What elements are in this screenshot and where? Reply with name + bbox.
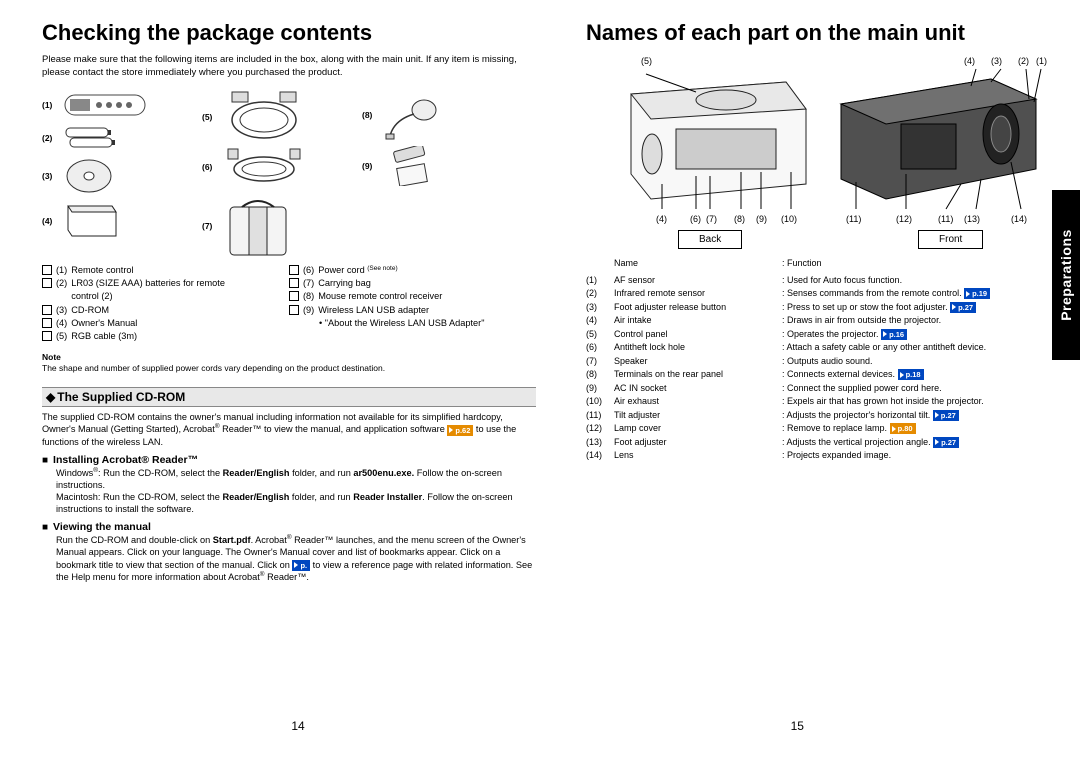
table-row: (2)Infrared remote sensor: Senses comman… — [586, 287, 1080, 301]
parts-table: Name : Function (1)AF sensor: Used for A… — [586, 257, 1080, 463]
fig-label-6: (6) — [202, 162, 218, 172]
fig-label-9: (9) — [362, 161, 378, 171]
note-body: The shape and number of supplied power c… — [42, 363, 536, 374]
checkbox-icon — [42, 305, 52, 315]
page-ref[interactable]: p.27 — [933, 437, 959, 448]
cdrom-icon — [64, 156, 114, 196]
item-6-text: Power cord (See note) — [318, 264, 397, 277]
projector-back-icon — [606, 64, 816, 214]
table-row: (1)AF sensor: Used for Auto focus functi… — [586, 274, 1080, 288]
section-cdrom: The Supplied CD-ROM — [42, 387, 536, 407]
checkbox-icon — [289, 291, 299, 301]
cdrom-supplied-text: The supplied CD-ROM contains the owner's… — [42, 411, 536, 447]
mouse-receiver-icon — [384, 90, 444, 140]
table-row: (8)Terminals on the rear panel: Connects… — [586, 368, 1080, 382]
rgb-cable-icon — [224, 90, 304, 145]
table-row: (12)Lamp cover: Remove to replace lamp. … — [586, 422, 1080, 436]
page-ref-62[interactable]: p.62 — [447, 425, 473, 436]
carrying-bag-icon — [224, 193, 292, 259]
fig-label-7: (7) — [202, 221, 218, 231]
view-text: Run the CD-ROM and double-click on Start… — [56, 534, 536, 583]
checkbox-icon — [42, 278, 52, 288]
table-row: (7)Speaker: Outputs audio sound. — [586, 355, 1080, 369]
fig-label-8: (8) — [362, 110, 378, 120]
page-ref-p[interactable]: p. — [292, 560, 310, 571]
page-ref[interactable]: p.16 — [881, 329, 907, 340]
table-row: (4)Air intake: Draws in air from outside… — [586, 314, 1080, 328]
page-number-right: 15 — [791, 719, 804, 733]
note-heading: Note — [42, 352, 536, 362]
table-row: (11)Tilt adjuster: Adjusts the projector… — [586, 409, 1080, 423]
fig-label-5: (5) — [202, 112, 218, 122]
remote-control-icon — [64, 90, 154, 120]
page-ref[interactable]: p.19 — [964, 288, 990, 299]
table-row: (3)Foot adjuster release button: Press t… — [586, 301, 1080, 315]
install-text: Windows®: Run the CD-ROM, select the Rea… — [56, 467, 536, 516]
intro-text: Please make sure that the following item… — [42, 54, 536, 80]
heading-view: Viewing the manual — [42, 521, 536, 533]
item-2-text: LR03 (SIZE AAA) batteries for remotecont… — [71, 277, 225, 304]
batteries-icon — [64, 126, 124, 150]
fig-label-1: (1) — [42, 100, 58, 110]
checkbox-icon — [289, 278, 299, 288]
package-items-figure: (1) (2) (3) (4) (5) (6) — [42, 90, 536, 260]
page-spread: Checking the package contents Please mak… — [0, 0, 1080, 763]
table-row: (13)Foot adjuster: Adjusts the vertical … — [586, 436, 1080, 450]
checkbox-icon — [42, 331, 52, 341]
page-15: Names of each part on the main unit — [566, 20, 1080, 733]
checkbox-icon — [289, 265, 299, 275]
page-ref[interactable]: p.80 — [890, 423, 916, 434]
page-title-right: Names of each part on the main unit — [586, 20, 1080, 46]
table-row: (14)Lens: Projects expanded image. — [586, 449, 1080, 463]
page-number-left: 14 — [291, 719, 304, 733]
label-back: Back — [678, 230, 742, 249]
fig-label-4: (4) — [42, 216, 58, 226]
page-title-left: Checking the package contents — [42, 20, 536, 46]
fig-label-2: (2) — [42, 133, 58, 143]
checkbox-icon — [289, 305, 299, 315]
projector-front-icon — [831, 64, 1051, 214]
manual-icon — [64, 202, 119, 240]
main-unit-figure: (5) (4) (3) (2) (1) (4) (6) (7) (8) (9) … — [586, 54, 1080, 249]
page-ref[interactable]: p.18 — [898, 369, 924, 380]
th-func: : Function — [782, 257, 1080, 271]
table-row: (6)Antitheft lock hole: Attach a safety … — [586, 341, 1080, 355]
page-ref[interactable]: p.27 — [950, 302, 976, 313]
label-front: Front — [918, 230, 983, 249]
heading-install: Installing Acrobat® Reader™ — [42, 454, 536, 466]
page-14: Checking the package contents Please mak… — [30, 20, 566, 733]
power-cord-icon — [224, 147, 304, 187]
package-contents-list: (1)Remote control (2)LR03 (SIZE AAA) bat… — [42, 264, 536, 344]
table-row: (9)AC IN socket: Connect the supplied po… — [586, 382, 1080, 396]
wlan-adapter-icon — [384, 146, 434, 186]
fig-label-3: (3) — [42, 171, 58, 181]
table-row: (5)Control panel: Operates the projector… — [586, 328, 1080, 342]
checkbox-icon — [42, 318, 52, 328]
page-ref[interactable]: p.27 — [933, 410, 959, 421]
table-row: (10)Air exhaust: Expels air that has gro… — [586, 395, 1080, 409]
th-name: Name — [614, 257, 782, 271]
adapter-subtext: • "About the Wireless LAN USB Adapter" — [319, 317, 536, 330]
checkbox-icon — [42, 265, 52, 275]
